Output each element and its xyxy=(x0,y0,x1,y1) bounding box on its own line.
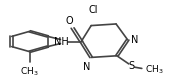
Text: N: N xyxy=(82,62,90,72)
Text: N: N xyxy=(131,35,138,45)
Text: Cl: Cl xyxy=(88,5,98,15)
Text: CH$_3$: CH$_3$ xyxy=(20,65,39,78)
Text: CH$_3$: CH$_3$ xyxy=(145,63,164,76)
Text: NH: NH xyxy=(54,37,69,46)
Text: S: S xyxy=(129,61,135,71)
Text: O: O xyxy=(66,16,73,26)
